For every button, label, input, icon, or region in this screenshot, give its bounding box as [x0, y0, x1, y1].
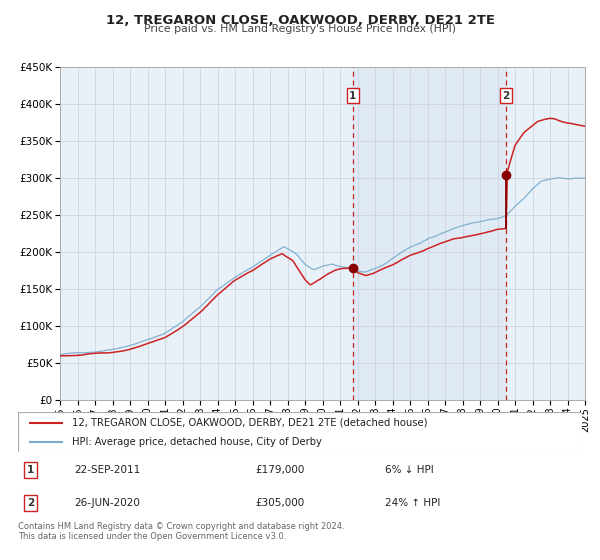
Text: 26-JUN-2020: 26-JUN-2020	[74, 498, 140, 508]
Text: This data is licensed under the Open Government Licence v3.0.: This data is licensed under the Open Gov…	[18, 532, 286, 541]
Text: 12, TREGARON CLOSE, OAKWOOD, DERBY, DE21 2TE (detached house): 12, TREGARON CLOSE, OAKWOOD, DERBY, DE21…	[71, 418, 427, 428]
Bar	[353, 67, 506, 400]
FancyBboxPatch shape	[18, 412, 582, 452]
Text: 1: 1	[27, 465, 34, 475]
Text: HPI: Average price, detached house, City of Derby: HPI: Average price, detached house, City…	[71, 437, 322, 447]
Text: 22-SEP-2011: 22-SEP-2011	[74, 465, 140, 475]
Text: £305,000: £305,000	[255, 498, 304, 508]
Text: £179,000: £179,000	[255, 465, 304, 475]
Text: 2: 2	[27, 498, 34, 508]
Text: Contains HM Land Registry data © Crown copyright and database right 2024.: Contains HM Land Registry data © Crown c…	[18, 522, 344, 531]
Text: 6% ↓ HPI: 6% ↓ HPI	[385, 465, 433, 475]
Text: 1: 1	[349, 91, 356, 101]
Text: 24% ↑ HPI: 24% ↑ HPI	[385, 498, 440, 508]
Text: Price paid vs. HM Land Registry's House Price Index (HPI): Price paid vs. HM Land Registry's House …	[144, 24, 456, 34]
Text: 12, TREGARON CLOSE, OAKWOOD, DERBY, DE21 2TE: 12, TREGARON CLOSE, OAKWOOD, DERBY, DE21…	[106, 14, 494, 27]
Text: 2: 2	[502, 91, 509, 101]
